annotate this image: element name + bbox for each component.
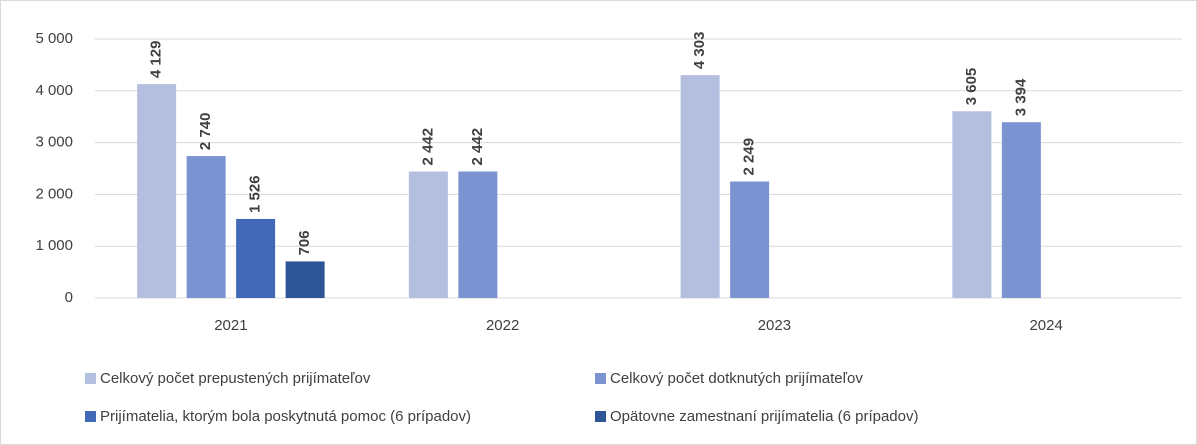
legend-swatch (85, 373, 96, 384)
data-label: 4 303 (691, 32, 708, 70)
bar (186, 156, 226, 298)
data-label: 2 740 (197, 113, 214, 151)
bar (952, 111, 992, 298)
data-label: 2 442 (419, 128, 436, 166)
bar (137, 84, 177, 298)
y-tick-label: 3 000 (35, 134, 73, 151)
legend-label: Opätovne zamestnaní prijímatelia (6 príp… (610, 408, 919, 425)
legend-swatch (595, 373, 606, 384)
y-tick-label: 2 000 (35, 185, 73, 202)
bar (1001, 122, 1041, 299)
bar (458, 171, 498, 298)
bar (730, 181, 770, 298)
data-label: 706 (296, 230, 313, 255)
bar (236, 218, 276, 298)
y-tick-label: 0 (65, 289, 73, 306)
legend-swatch (85, 411, 96, 422)
legend-label: Celkový počet dotknutých prijímateľov (610, 370, 863, 387)
x-tick-label: 2024 (1029, 317, 1062, 334)
data-label: 2 442 (469, 128, 486, 166)
legend-swatch (595, 411, 606, 422)
bar (285, 261, 325, 298)
data-label: 1 526 (247, 175, 264, 213)
legend-label: Celkový počet prepustených prijímateľov (100, 370, 371, 387)
x-tick-label: 2021 (214, 317, 247, 334)
y-tick-label: 1 000 (35, 237, 73, 254)
data-label: 2 249 (741, 138, 758, 176)
x-tick-label: 2022 (486, 317, 519, 334)
y-tick-label: 4 000 (35, 82, 73, 99)
data-label: 3 605 (963, 68, 980, 106)
bar (408, 171, 448, 298)
data-label: 3 394 (1012, 78, 1029, 116)
y-tick-label: 5 000 (35, 30, 73, 47)
bar (680, 75, 720, 298)
data-label: 4 129 (148, 41, 165, 79)
x-tick-label: 2023 (758, 317, 791, 334)
legend-label: Prijímatelia, ktorým bola poskytnutá pom… (100, 408, 471, 425)
